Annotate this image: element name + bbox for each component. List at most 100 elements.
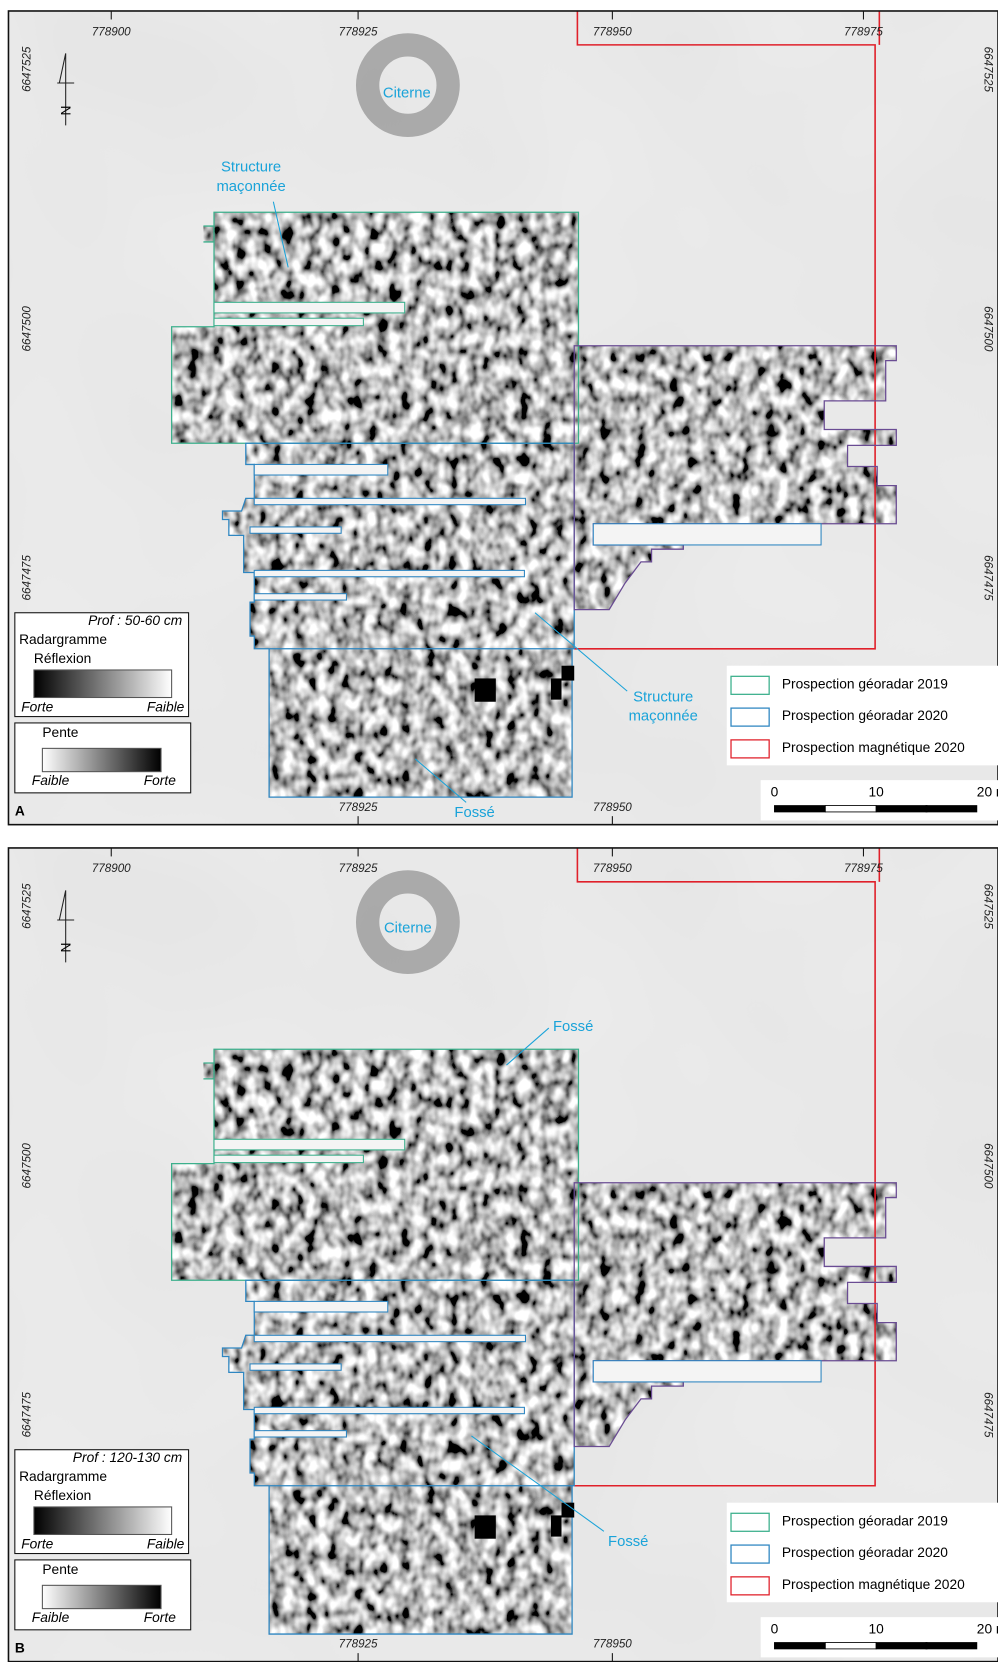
- unsurveyed-strip: [253, 1430, 347, 1438]
- annotation: Structure: [633, 689, 693, 705]
- legend-swatch: [730, 1576, 770, 1596]
- ramp-left: Forte: [21, 700, 53, 715]
- ramp-right: Faible: [147, 1537, 185, 1552]
- scale-label: 20 m: [977, 1621, 998, 1636]
- legend-label: Prospection géoradar 2019: [782, 676, 948, 691]
- unsurveyed-strip: [592, 1360, 822, 1383]
- legend-box: [726, 665, 998, 766]
- annotation: Structure: [221, 160, 281, 176]
- unsurveyed-strip: [249, 1363, 342, 1371]
- dark-block: [550, 678, 562, 700]
- scale-segment: [774, 1642, 826, 1650]
- annotation: Fossé: [608, 1534, 648, 1550]
- annotation-leader: [414, 758, 467, 803]
- survey-2020: [221, 442, 575, 798]
- survey-2020-east: [573, 1182, 897, 1448]
- easting-label: 778950: [593, 801, 632, 814]
- easting-label: 778925: [339, 1638, 378, 1651]
- northing-label: 6647500: [981, 1143, 994, 1189]
- panel-frame: [7, 10, 998, 826]
- unsurveyed-strip: [213, 317, 364, 327]
- scale-bg: [760, 1617, 998, 1658]
- reflection-ramp: [33, 1506, 173, 1536]
- legend-label: Prospection géoradar 2019: [782, 1513, 948, 1528]
- legend-swatch: [730, 1544, 770, 1564]
- survey-2020: [221, 1279, 575, 1635]
- magnetic-survey: [574, 10, 876, 650]
- northing-label: 6647525: [981, 47, 994, 93]
- northing-label: 6647475: [981, 555, 994, 601]
- north-label: N: [58, 106, 73, 116]
- legend-label: Prospection magnétique 2020: [782, 1577, 965, 1592]
- easting-label: 778925: [339, 25, 378, 38]
- cistern-ring: [355, 870, 460, 975]
- scale-bg: [760, 780, 998, 821]
- depth-title: Prof : 120-130 cm: [73, 1450, 182, 1465]
- legend-swatch: [730, 707, 770, 727]
- scale-label: 10: [869, 1621, 885, 1636]
- northing-label: 6647525: [981, 884, 994, 930]
- depth-box: [14, 612, 190, 718]
- easting-label: 778950: [593, 1638, 632, 1651]
- north-arrow: [57, 53, 75, 126]
- unsurveyed-strip: [253, 1334, 527, 1343]
- ramp-right: Forte: [144, 1610, 176, 1625]
- northing-label: 6647475: [981, 1392, 994, 1438]
- legend-label: Prospection géoradar 2020: [782, 1545, 948, 1560]
- annotation: maçonnée: [629, 709, 698, 725]
- annotation: maçonnée: [216, 179, 285, 195]
- unsurveyed-strip: [592, 523, 822, 546]
- annotation: Citerne: [384, 920, 432, 936]
- slope-title: Pente: [42, 1562, 78, 1577]
- depth-box: [14, 1449, 190, 1555]
- dark-block: [561, 665, 575, 681]
- north-arrow: [57, 890, 75, 963]
- north-label: N: [58, 943, 73, 953]
- scale-segment: [824, 805, 877, 813]
- slope-ramp: [41, 747, 162, 773]
- unsurveyed-strip: [249, 526, 342, 534]
- ramp-right: Forte: [144, 773, 176, 788]
- dark-block: [474, 1515, 496, 1539]
- easting-label: 778925: [339, 801, 378, 814]
- scale-segment: [875, 805, 928, 813]
- legend-swatch: [730, 739, 770, 759]
- unsurveyed-strip: [253, 569, 525, 578]
- northing-label: 6647500: [981, 306, 994, 352]
- survey-2019: [170, 211, 580, 444]
- scale-segment: [774, 805, 826, 813]
- annotation-leader: [471, 1435, 605, 1532]
- unsurveyed-strip: [253, 1300, 389, 1313]
- depth-title: Prof : 50-60 cm: [88, 613, 182, 628]
- annotation-leader: [272, 201, 289, 268]
- slope-title: Pente: [42, 725, 78, 740]
- annotation: Fossé: [454, 805, 494, 821]
- cistern-ring: [355, 33, 460, 138]
- dark-block: [561, 1502, 575, 1518]
- legend-swatch: [730, 675, 770, 695]
- reflection-label: Réflexion: [34, 1488, 91, 1503]
- annotation-leader: [506, 1027, 550, 1066]
- scale-segment: [875, 1642, 928, 1650]
- legend-swatch: [730, 1512, 770, 1532]
- annotation: Citerne: [383, 86, 431, 102]
- northing-label: 6647475: [21, 1392, 34, 1438]
- survey-2019: [170, 1048, 580, 1281]
- survey-2020-east: [573, 345, 897, 611]
- ramp-left: Faible: [32, 773, 70, 788]
- scale-label: 20 m: [977, 785, 998, 800]
- unsurveyed-strip: [253, 1406, 525, 1415]
- unsurveyed-strip: [213, 1154, 364, 1164]
- annotation: Fossé: [553, 1019, 593, 1035]
- unsurveyed-strip: [253, 463, 389, 476]
- unsurveyed-strip: [213, 301, 406, 314]
- easting-label: 778975: [844, 862, 883, 875]
- northing-label: 6647475: [21, 555, 34, 601]
- map-panel: 778900 778925 778950 778975 778925 778950 6647…: [7, 10, 998, 826]
- scale-label: 0: [771, 1621, 779, 1636]
- northing-label: 6647525: [21, 46, 34, 92]
- scale-segment: [824, 1642, 877, 1650]
- northing-label: 6647500: [21, 306, 34, 352]
- legend-label: Prospection géoradar 2020: [782, 708, 948, 723]
